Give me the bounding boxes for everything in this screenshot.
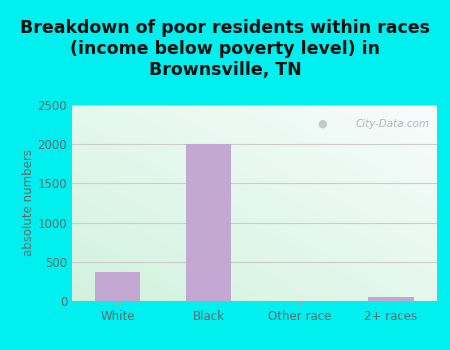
Y-axis label: absolute numbers: absolute numbers xyxy=(22,149,35,257)
Bar xyxy=(186,144,231,301)
Bar xyxy=(368,297,414,301)
Text: City-Data.com: City-Data.com xyxy=(355,119,429,129)
Bar xyxy=(95,272,140,301)
Text: Breakdown of poor residents within races
(income below poverty level) in
Brownsv: Breakdown of poor residents within races… xyxy=(20,19,430,79)
Text: ●: ● xyxy=(317,119,327,129)
